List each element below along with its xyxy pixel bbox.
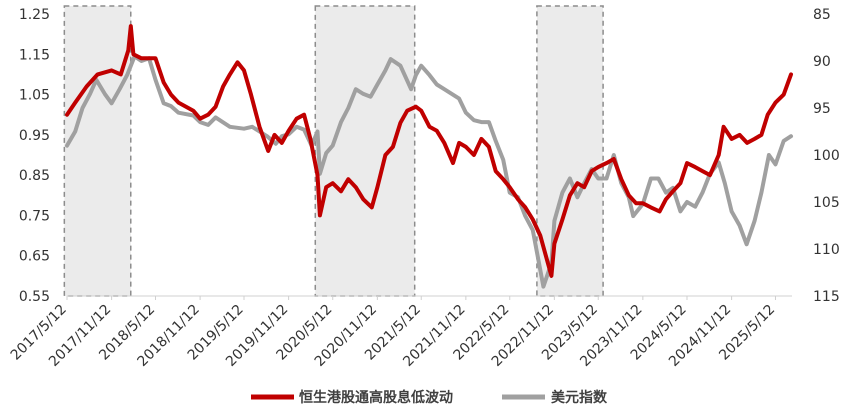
legend-label-series-1: 恒生港股通高股息低波动 [299, 389, 453, 406]
y-right-tick-label: 115 [813, 289, 840, 305]
legend-label-series-2: 美元指数 [551, 389, 608, 406]
y-left-tick-label: 1.15 [19, 47, 50, 63]
y-left-tick-label: 0.65 [19, 249, 50, 265]
y-right-tick-label: 100 [813, 148, 840, 164]
axes [66, 295, 792, 300]
y-right-tick-label: 105 [813, 195, 840, 211]
legend: 恒生港股通高股息低波动 美元指数 [251, 389, 608, 406]
y-left-tick-label: 1.05 [19, 88, 50, 104]
shaded-period-2 [314, 5, 416, 297]
series-line-2 [65, 54, 793, 289]
shaded-period-1 [63, 5, 132, 297]
shaded-period-3 [536, 5, 604, 297]
y-right-tick-label: 110 [813, 242, 840, 258]
shaded-periods [63, 5, 604, 297]
y-left-tick-label: 0.75 [19, 208, 50, 224]
series-lines [65, 24, 793, 289]
y-right-tick-label: 90 [813, 54, 831, 70]
y-left-tick-label: 0.55 [19, 289, 50, 305]
y-left-tick-label: 1.25 [19, 7, 50, 23]
y-left-tick-label: 0.85 [19, 168, 50, 184]
y-left-tick-label: 0.95 [19, 128, 50, 144]
y-right-tick-label: 95 [813, 101, 831, 117]
y-right-tick-label: 85 [813, 7, 831, 23]
series-line-1 [65, 24, 793, 278]
